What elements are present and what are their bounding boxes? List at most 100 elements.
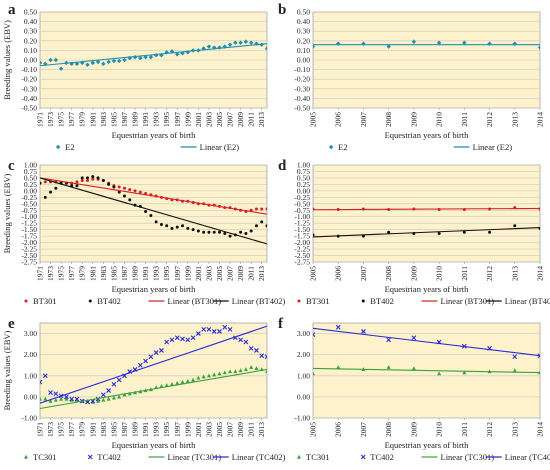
- x-tick-label: 1985: [109, 422, 118, 437]
- data-point: [259, 353, 265, 359]
- data-point: [96, 176, 100, 180]
- data-point: [206, 326, 212, 332]
- trend-line: [40, 325, 267, 404]
- legend-label: E2: [65, 142, 74, 152]
- panel-letter: b: [278, 2, 286, 18]
- data-point: [164, 383, 169, 387]
- trend-line: [313, 207, 540, 211]
- legend-label: TC402: [370, 452, 394, 462]
- x-tick-label: 1973: [46, 422, 55, 437]
- panel-d: d -2.75-2.50-2.25-2.00-1.75-1.50-1.25-1.0…: [278, 158, 550, 306]
- data-point: [239, 230, 243, 234]
- x-tick-label: 1985: [109, 112, 118, 127]
- y-tick-label: -2.00: [294, 238, 310, 247]
- y-tick-label: -2.00: [21, 238, 37, 247]
- x-tick-label: 2003: [204, 112, 213, 127]
- x-tick-label: 2007: [359, 112, 368, 127]
- data-point: [462, 40, 467, 45]
- data-point: [132, 54, 138, 60]
- data-point: [85, 62, 90, 67]
- x-tick-label: 1971: [36, 112, 45, 127]
- trend-line: [40, 177, 267, 245]
- panel-letter: d: [278, 158, 287, 174]
- data-point: [254, 207, 258, 211]
- y-tick-label: 0.00: [24, 186, 37, 195]
- data-point: [238, 40, 243, 45]
- data-point: [186, 226, 190, 230]
- data-point: [59, 396, 64, 401]
- x-tick-label: 1979: [78, 422, 87, 437]
- y-tick-label: -0.75: [21, 206, 37, 215]
- x-tick-label: 1991: [141, 422, 150, 437]
- data-point: [101, 179, 105, 183]
- legend-label: Linear (BT402): [505, 296, 550, 306]
- legend-label: Linear (TC402): [505, 452, 550, 462]
- y-axis-title: Breeding values (EBV): [2, 20, 12, 100]
- y-tick-label: 0.50: [297, 173, 310, 182]
- data-point: [137, 362, 143, 368]
- legend-label: BT402: [370, 296, 394, 306]
- legend-label: Linear (E2): [200, 142, 240, 152]
- y-tick-label: 0.75: [24, 167, 37, 176]
- plot-area: [39, 164, 268, 263]
- y-tick-label: 0.30: [24, 27, 37, 36]
- x-tick-label: 2013: [510, 112, 519, 127]
- panel-c: c -2.75-2.50-2.25-2.00-1.75-1.50-1.25-1.0…: [2, 158, 285, 306]
- data-point: [43, 396, 48, 401]
- data-point: [148, 54, 154, 60]
- data-point: [243, 339, 249, 345]
- data-point: [128, 188, 132, 192]
- data-point: [227, 326, 233, 332]
- data-point: [143, 358, 148, 364]
- data-point: [313, 233, 315, 237]
- x-tick-label: 1987: [120, 112, 129, 127]
- x-tick-label: 2009: [236, 112, 245, 127]
- data-point: [206, 373, 211, 378]
- x-tick-label: 1991: [141, 112, 150, 127]
- y-tick-label: -0.25: [21, 193, 37, 202]
- x-tick-label: 2010: [435, 266, 444, 281]
- data-point: [55, 144, 61, 150]
- data-point: [336, 365, 341, 369]
- data-point: [87, 454, 93, 460]
- data-point: [106, 396, 111, 401]
- x-tick-label: 1975: [57, 422, 66, 437]
- data-point: [64, 396, 69, 401]
- y-tick-label: 0.25: [24, 180, 37, 189]
- legend-label: Linear (TC301): [441, 452, 495, 462]
- panel-letter: e: [8, 316, 15, 332]
- data-point: [537, 45, 540, 50]
- data-point: [513, 224, 517, 228]
- x-axis-title: Equestrian years of birth: [112, 284, 197, 294]
- x-tick-label: 2006: [334, 112, 343, 127]
- data-point: [58, 66, 64, 71]
- data-point: [411, 39, 417, 44]
- y-tick-label: 0.10: [24, 46, 37, 55]
- data-point: [53, 397, 58, 402]
- legend-label: BT301: [306, 296, 330, 306]
- data-point: [53, 391, 59, 397]
- data-point: [106, 388, 112, 393]
- y-tick-label: 0.10: [297, 46, 310, 55]
- x-tick-label: 1995: [162, 422, 171, 437]
- y-tick-label: -1.25: [294, 219, 310, 228]
- x-tick-label: 2001: [194, 112, 203, 127]
- x-tick-label: 2006: [334, 266, 343, 281]
- y-tick-label: -1.00: [294, 212, 310, 221]
- data-point: [180, 379, 185, 384]
- data-point: [122, 57, 127, 63]
- data-point: [175, 225, 179, 229]
- panel-letter: c: [8, 158, 15, 174]
- data-point: [90, 60, 95, 66]
- y-tick-label: 0.50: [24, 8, 37, 17]
- x-tick-label: 1981: [88, 266, 97, 281]
- x-tick-label: 2005: [215, 266, 224, 281]
- data-point: [248, 345, 254, 351]
- x-tick-label: 2011: [247, 112, 256, 127]
- data-point: [181, 224, 185, 228]
- x-tick-label: 2013: [257, 422, 266, 437]
- x-tick-label: 2011: [247, 266, 256, 281]
- x-tick-label: 1977: [67, 112, 76, 127]
- y-tick-label: -1.00: [21, 414, 37, 423]
